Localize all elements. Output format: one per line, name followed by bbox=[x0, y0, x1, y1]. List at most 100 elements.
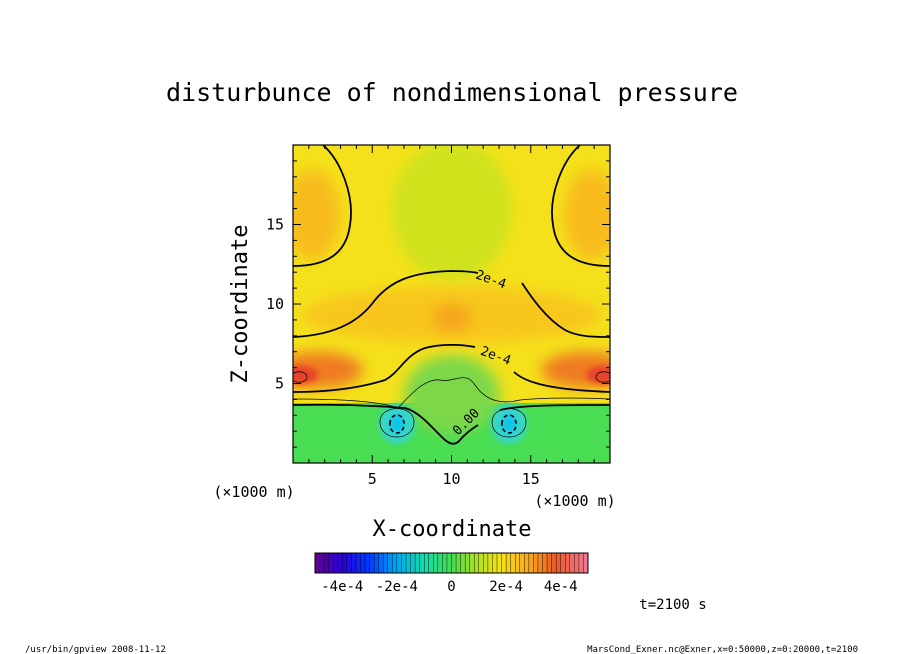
colorbar-swatch bbox=[533, 552, 539, 574]
colorbar-frame bbox=[314, 552, 589, 574]
colorbar-swatch bbox=[542, 552, 548, 574]
colorbar-swatch bbox=[528, 552, 534, 574]
contour-neg-left bbox=[389, 414, 405, 434]
colorbar-swatch bbox=[519, 552, 525, 574]
field-upper-left-orange bbox=[293, 170, 340, 260]
colorbar-swatch bbox=[555, 552, 562, 574]
colorbar-swatch bbox=[464, 552, 471, 574]
field-left-red-band bbox=[293, 352, 363, 388]
field-center-green-dome bbox=[404, 355, 500, 435]
contour-thin-right-cell bbox=[491, 408, 527, 438]
colorbar-swatch bbox=[369, 552, 375, 574]
colorbar-swatch bbox=[314, 552, 321, 574]
colorbar-swatch bbox=[455, 552, 462, 574]
contour-neg-right bbox=[501, 414, 517, 434]
contour-top-left bbox=[293, 145, 352, 267]
colorbar-swatch bbox=[474, 552, 480, 574]
contour-top-right bbox=[551, 145, 610, 267]
x-axis-unit: (×1000 m) bbox=[534, 492, 615, 510]
field-right-cyan-core bbox=[501, 414, 517, 434]
colorbar-swatch bbox=[424, 552, 430, 574]
colorbar-swatch bbox=[478, 552, 484, 574]
colorbar-swatch bbox=[578, 552, 584, 574]
colorbar-swatch bbox=[392, 552, 398, 574]
colorbar-swatch bbox=[487, 552, 493, 574]
contour-thin-right-edge bbox=[293, 371, 308, 383]
colorbar-swatch bbox=[410, 552, 416, 574]
y-axis-label: Z-coordinate bbox=[228, 225, 253, 384]
colorbar-tick-label: -4e-4 bbox=[321, 579, 363, 595]
contour-thin-left-cell bbox=[379, 408, 415, 438]
colorbar-swatch bbox=[355, 552, 362, 574]
colorbar-swatch bbox=[342, 552, 348, 574]
y-axis-unit: (×1000 m) bbox=[213, 483, 294, 501]
contour-lower-2e-4 bbox=[293, 343, 610, 393]
colorbar-swatch bbox=[569, 552, 575, 574]
colorbar-swatch bbox=[524, 552, 530, 574]
colorbar-tick-label: 4e-4 bbox=[544, 579, 578, 595]
colorbar-swatch bbox=[492, 552, 498, 574]
footer-left: /usr/bin/gpview 2008-11-12 bbox=[25, 645, 166, 654]
colorbar-swatch bbox=[396, 552, 402, 574]
x-tick-label: 10 bbox=[442, 470, 460, 488]
colorbar-swatch bbox=[364, 552, 371, 574]
colorbar-swatch bbox=[401, 552, 407, 574]
field-right-red-band bbox=[541, 352, 610, 388]
colorbar-swatch bbox=[501, 552, 507, 574]
axes: 5 10 15 5 10 15 bbox=[266, 145, 610, 488]
colorbar-tick-label: -2e-4 bbox=[376, 579, 418, 595]
colorbar-swatch bbox=[560, 552, 566, 574]
contour-upper-2e-4 bbox=[293, 270, 610, 338]
y-tick-label: 15 bbox=[266, 216, 284, 234]
x-tick-label: 15 bbox=[522, 470, 540, 488]
colorbar-swatch bbox=[319, 552, 325, 574]
colorbar-swatch bbox=[505, 552, 512, 574]
field-center-lime bbox=[392, 145, 512, 280]
colorbar-swatch bbox=[337, 552, 343, 574]
colorbar-swatch bbox=[515, 552, 521, 574]
colorbar: -4e-4 -2e-4 0 2e-4 4e-4 bbox=[314, 552, 589, 595]
contour-zero bbox=[293, 403, 479, 445]
field-mid-core bbox=[432, 304, 472, 332]
colorbar-swatch bbox=[405, 552, 412, 574]
colorbar-swatch bbox=[510, 552, 516, 574]
chart-title: disturbunce of nondimensional pressure bbox=[166, 78, 738, 107]
time-label: t=2100 s bbox=[639, 597, 706, 613]
colorbar-swatch bbox=[451, 552, 457, 574]
colorbar-swatch bbox=[496, 552, 503, 574]
colorbar-swatch bbox=[328, 552, 334, 574]
colorbar-swatch bbox=[551, 552, 557, 574]
colorbar-swatch bbox=[333, 552, 339, 574]
colorbar-swatch bbox=[469, 552, 475, 574]
colorbar-swatch bbox=[373, 552, 380, 574]
field-right-red-core bbox=[586, 366, 610, 384]
colorbar-swatch bbox=[460, 552, 466, 574]
colorbar-tick-label: 0 bbox=[447, 579, 455, 595]
colorbar-swatch bbox=[483, 552, 489, 574]
colorbar-swatch bbox=[387, 552, 393, 574]
y-tick-label: 5 bbox=[275, 375, 284, 393]
plot-area bbox=[293, 145, 610, 463]
x-axis-label: X-coordinate bbox=[373, 517, 532, 542]
colorbar-swatch bbox=[378, 552, 384, 574]
field-left-red-core bbox=[293, 366, 318, 384]
field-left-cyan-core bbox=[389, 414, 405, 434]
colorbar-swatch bbox=[419, 552, 425, 574]
colorbar-swatch bbox=[442, 552, 448, 574]
colorbar-swatch bbox=[446, 552, 453, 574]
colorbar-swatch bbox=[323, 552, 330, 574]
colorbar-swatch bbox=[546, 552, 553, 574]
colorbar-swatch bbox=[428, 552, 434, 574]
colorbar-swatch bbox=[433, 552, 439, 574]
x-tick-label: 5 bbox=[368, 470, 377, 488]
y-tick-label: 10 bbox=[266, 295, 284, 313]
colorbar-swatch bbox=[437, 552, 443, 574]
contour-thin-left-edge bbox=[595, 371, 610, 383]
colorbar-swatch bbox=[346, 552, 352, 574]
colorbar-swatch bbox=[565, 552, 571, 574]
colorbar-swatch bbox=[351, 552, 357, 574]
colorbar-swatch bbox=[574, 552, 580, 574]
footer-right: MarsCond_Exner.nc@Exner,x=0:50000,z=0:20… bbox=[587, 645, 858, 654]
colorbar-swatch bbox=[414, 552, 421, 574]
